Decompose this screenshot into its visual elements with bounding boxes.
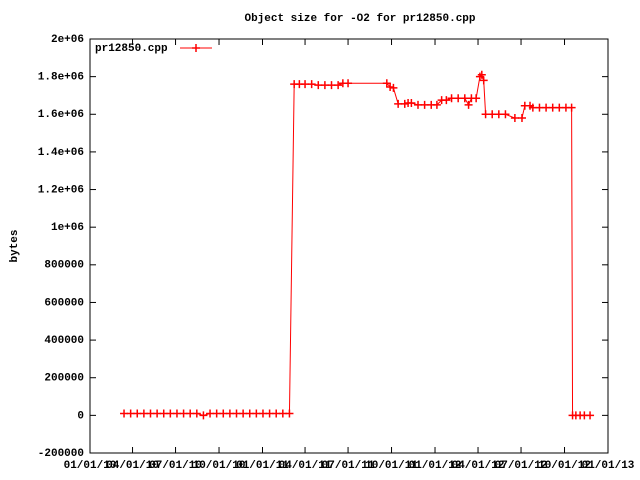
data-point: [501, 110, 510, 119]
data-point: [510, 114, 519, 123]
y-tick-label: 800000: [44, 260, 84, 272]
y-tick-label: 1.6e+06: [38, 109, 84, 121]
data-point: [285, 409, 294, 418]
y-tick-label: 0: [77, 410, 84, 422]
x-tick-label: 01/01/13: [582, 460, 635, 472]
y-tick-label: -200000: [38, 448, 84, 460]
data-point: [472, 94, 481, 103]
x-tick-label: 07/01/12: [495, 460, 548, 472]
x-tick-label: 07/01/10: [149, 460, 202, 472]
y-tick-label: 200000: [44, 373, 84, 385]
x-tick-label: 07/01/11: [322, 460, 375, 472]
y-tick-label: 1.8e+06: [38, 72, 84, 84]
data-point: [307, 80, 316, 89]
x-tick-label: 10/01/10: [193, 460, 246, 472]
y-tick-label: 1e+06: [51, 222, 84, 234]
chart-title: Object size for -O2 for pr12850.cpp: [244, 13, 475, 25]
data-point: [389, 83, 398, 92]
x-tick-label: 10/01/12: [538, 460, 591, 472]
x-tick-label: 01/01/10: [64, 460, 117, 472]
y-tick-label: 600000: [44, 297, 84, 309]
y-tick-label: 1.2e+06: [38, 184, 84, 196]
data-point: [475, 72, 484, 81]
plot-border: [89, 38, 609, 454]
x-tick-label: 04/01/12: [452, 460, 505, 472]
data-point: [199, 411, 208, 420]
x-tick-label: 10/01/11: [365, 460, 418, 472]
data-point: [477, 70, 486, 79]
data-point: [567, 103, 576, 112]
y-tick-label: 1.4e+06: [38, 147, 84, 159]
data-point: [479, 76, 488, 85]
data-point: [442, 96, 451, 105]
data-point: [586, 411, 595, 420]
x-tick-label: 01/01/11: [236, 460, 289, 472]
data-point: [344, 79, 353, 88]
x-tick-label: 04/01/11: [279, 460, 332, 472]
x-tick-label: 04/01/10: [106, 460, 159, 472]
x-tick-label: 01/01/12: [409, 460, 462, 472]
data-point: [192, 409, 201, 418]
y-tick-label: 400000: [44, 335, 84, 347]
y-axis-label: bytes: [9, 229, 21, 262]
data-point: [432, 100, 441, 109]
data-point: [464, 100, 473, 109]
legend-marker: [192, 44, 200, 52]
data-point: [334, 81, 343, 90]
data-point: [517, 114, 526, 123]
y-tick-label: 2e+06: [51, 34, 84, 46]
legend-label: pr12850.cpp: [95, 43, 168, 55]
data-point: [407, 98, 416, 107]
